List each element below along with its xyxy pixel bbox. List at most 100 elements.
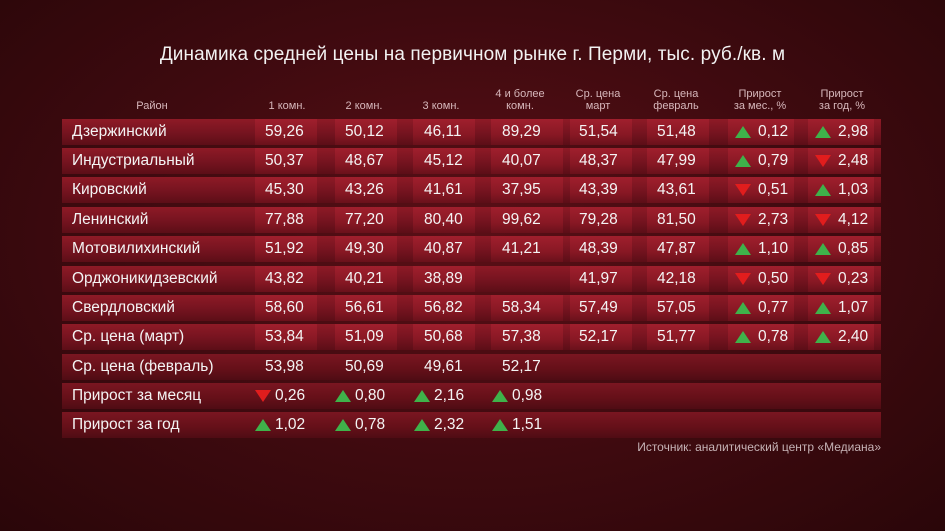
cell-background [413, 236, 475, 262]
cell-background [647, 207, 709, 233]
change-value: 0,85 [838, 240, 869, 257]
price-value: 45,30 [265, 181, 304, 198]
cell-background [491, 148, 563, 174]
cell-background [491, 207, 563, 233]
arrow-up-icon [492, 419, 508, 431]
table-row: Свердловский 58,60 56,61 56,82 58,34 57,49 57,… [0, 293, 945, 321]
price-value: 58,60 [265, 299, 304, 316]
price-value: 57,49 [579, 299, 618, 316]
row-background [62, 383, 881, 409]
arrow-down-icon [815, 214, 831, 226]
price-value: 50,12 [345, 123, 384, 140]
row-label: Прирост за год [72, 416, 180, 433]
price-value: 81,50 [657, 211, 696, 228]
arrow-up-icon [735, 155, 751, 167]
price-value: 58,34 [502, 299, 541, 316]
price-value: 51,54 [579, 123, 618, 140]
change-value: 1,02 [275, 416, 306, 433]
price-value: 52,17 [502, 358, 541, 375]
row-label: Ср. цена (февраль) [72, 358, 214, 375]
arrow-up-icon [335, 419, 351, 431]
cell-background [335, 295, 397, 321]
price-value: 50,37 [265, 152, 304, 169]
cell-background [647, 295, 709, 321]
price-value: 43,26 [345, 181, 384, 198]
column-header: Ср. цена март [575, 88, 621, 112]
arrow-up-icon [815, 126, 831, 138]
change-value: 0,51 [758, 181, 789, 198]
price-value: 41,21 [502, 240, 541, 257]
change-value: 0,50 [758, 270, 789, 287]
arrow-up-icon [815, 184, 831, 196]
row-label: Ср. цена (март) [72, 328, 185, 345]
change-value: 1,51 [512, 416, 543, 433]
cell-background [491, 295, 563, 321]
column-header: Ср. цена февраль [653, 88, 699, 112]
table-row: Индустриальный 50,37 48,67 45,12 40,07 48,37 4… [0, 146, 945, 174]
row-label: Прирост за месяц [72, 387, 202, 404]
cell-background [335, 324, 397, 350]
table-row: Орджоникидзевский 43,82 40,21 38,89 41,97 42,… [0, 264, 945, 292]
cell-background [647, 266, 709, 292]
cell-background [491, 236, 563, 262]
cell-background [255, 236, 317, 262]
price-value: 51,92 [265, 240, 304, 257]
price-value: 52,17 [579, 328, 618, 345]
price-value: 51,77 [657, 328, 696, 345]
change-value: 2,48 [838, 152, 869, 169]
arrow-down-icon [735, 273, 751, 285]
arrow-down-icon [735, 184, 751, 196]
cell-background [413, 119, 475, 145]
price-value: 51,48 [657, 123, 696, 140]
cell-background [335, 236, 397, 262]
cell-background [491, 177, 563, 203]
price-value: 53,98 [265, 358, 304, 375]
cell-background [570, 324, 632, 350]
cell-background [570, 177, 632, 203]
cell-background [413, 148, 475, 174]
column-header: Район [136, 100, 168, 112]
arrow-up-icon [414, 419, 430, 431]
column-header: 1 комн. [268, 100, 306, 112]
arrow-up-icon [735, 243, 751, 255]
source-note: Источник: аналитический центр «Медиана» [637, 440, 881, 454]
price-value: 49,61 [424, 358, 463, 375]
price-value: 48,39 [579, 240, 618, 257]
table-row: Дзержинский 59,26 50,12 46,11 89,29 51,54 51,4… [0, 117, 945, 145]
change-value: 0,12 [758, 123, 789, 140]
chart-title: Динамика средней цены на первичном рынке… [159, 44, 786, 65]
row-label: Индустриальный [72, 152, 195, 169]
price-value: 80,40 [424, 211, 463, 228]
cell-background [413, 295, 475, 321]
arrow-up-icon [815, 243, 831, 255]
change-value: 0,98 [512, 387, 543, 404]
price-value: 49,30 [345, 240, 384, 257]
column-header: Прирост за мес., % [733, 88, 787, 112]
price-value: 45,12 [424, 152, 463, 169]
cell-background [647, 236, 709, 262]
price-value: 47,87 [657, 240, 696, 257]
price-value: 99,62 [502, 211, 541, 228]
change-value: 0,78 [355, 416, 386, 433]
row-background [62, 412, 881, 438]
table-row: Ср. цена (февраль) 53,98 50,69 49,61 52,17 [0, 352, 945, 380]
change-value: 1,10 [758, 240, 789, 257]
price-value: 56,61 [345, 299, 384, 316]
price-value: 46,11 [424, 123, 462, 140]
price-value: 40,87 [424, 240, 463, 257]
arrow-down-icon [255, 390, 271, 402]
change-value: 1,07 [838, 299, 869, 316]
cell-background [570, 236, 632, 262]
arrow-down-icon [815, 155, 831, 167]
price-value: 77,88 [265, 211, 304, 228]
cell-background [255, 295, 317, 321]
table-header: Район 1 комн. 2 комн. 3 комн. 4 и более комн… [0, 84, 945, 116]
change-value: 2,98 [838, 123, 869, 140]
cell-background [335, 266, 397, 292]
cell-background [647, 148, 709, 174]
cell-background [255, 148, 317, 174]
cell-background [255, 266, 317, 292]
column-header: 4 и более комн. [495, 88, 545, 112]
arrow-up-icon [255, 419, 271, 431]
price-value: 57,05 [657, 299, 696, 316]
